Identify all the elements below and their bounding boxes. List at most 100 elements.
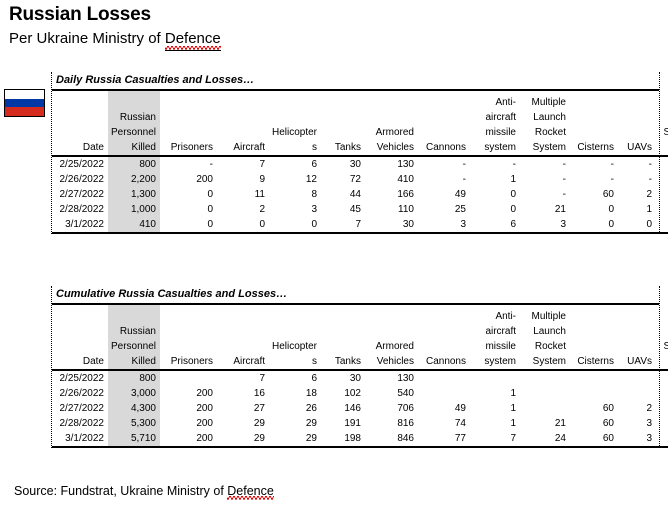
col-header-cisterns: Cisterns [570, 140, 618, 157]
cell-killed: 800 [108, 370, 160, 386]
cell-uavs: 1 [646, 204, 652, 215]
cell-helicopters: 6 [311, 373, 317, 384]
spacer-cell [570, 339, 618, 354]
spacer-cell [321, 305, 365, 324]
cell-prisoners: 200 [196, 388, 213, 399]
cell-aircraft: 11 [254, 189, 265, 200]
cell-tanks: 102 [344, 388, 361, 399]
cell-uavs: 3 [618, 431, 656, 448]
cumulative-header-row-4: Date Killed Prisoners Aircraft s Tanks V… [52, 354, 668, 371]
cell-ships: - [656, 156, 668, 172]
cell-cannons [418, 370, 470, 386]
cell-cisterns: - [610, 174, 614, 185]
spacer-cell [321, 324, 365, 339]
spacer-cell [160, 125, 217, 140]
cell-cannons: 49 [454, 403, 466, 414]
cell-mlrs: - [562, 174, 566, 185]
cell-date: 2/28/2022 [59, 204, 105, 215]
cell-helicopters: 3 [311, 204, 317, 215]
col-header-ships-line2: or Boats [656, 354, 668, 371]
cell-helicopters: 6 [311, 159, 317, 170]
cell-cisterns: 60 [602, 418, 614, 429]
spacer-cell [618, 110, 656, 125]
cell-prisoners: 0 [207, 204, 213, 215]
cell-aircraft: 29 [217, 431, 269, 448]
spacer-cell [160, 339, 217, 354]
spacer-cell [217, 125, 269, 140]
cell-killed: 410 [108, 217, 160, 234]
col-header-killed-line1: Russian [108, 324, 160, 339]
cell-cannons: 49 [454, 189, 466, 200]
col-header-mlrs-line1: Multiple [531, 97, 566, 108]
spacer-cell [52, 91, 108, 110]
spacer-cell [365, 91, 418, 110]
cell-prisoners: 200 [196, 174, 213, 185]
col-header-uavs: UAVs [618, 140, 656, 157]
cell-armored: 110 [398, 204, 414, 215]
cell-prisoners: 0 [207, 189, 213, 200]
cell-ships: 2 [656, 416, 668, 431]
daily-table-frame: Daily Russia Casualties and Losses… Anti… [51, 72, 668, 234]
daily-header-row-2: Russian aircraft Launch [52, 110, 668, 125]
cumulative-header-spacer-row: Anti- Multiple [52, 305, 668, 324]
spacer-cell [418, 339, 470, 354]
cell-date: 2/28/2022 [59, 418, 105, 429]
daily-table-body: 2/25/2022800-7630130-------2/26/20222,20… [52, 156, 668, 234]
cell-aa: 1 [510, 388, 516, 399]
cell-uavs: 2 [646, 189, 652, 200]
cell-date: 3/1/2022 [52, 217, 108, 234]
table-row: 3/1/20224100007303630002 [52, 217, 668, 234]
cell-uavs: 3 [646, 418, 652, 429]
spacer-cell [269, 110, 321, 125]
spacer-cell [656, 324, 668, 339]
col-header-prisoners: Prisoners [160, 354, 217, 371]
cell-cisterns: 60 [570, 431, 618, 448]
col-header-killed-line3: Killed [108, 140, 160, 157]
daily-table-title: Daily Russia Casualties and Losses… [52, 72, 659, 91]
cell-prisoners: 200 [196, 403, 213, 414]
spacer-cell [570, 91, 618, 110]
cell-tanks: 44 [349, 189, 361, 200]
spacer-cell-killed [108, 91, 160, 110]
cell-date: 2/25/2022 [59, 373, 105, 384]
cell-aircraft: 16 [253, 388, 265, 399]
cell-mlrs: - [562, 159, 566, 170]
cell-armored: 706 [397, 403, 414, 414]
cumulative-losses-table: Anti- Multiple Russian aircraft Launch P… [52, 305, 668, 448]
cell-cannons: 3 [418, 217, 470, 234]
spacer-cell [656, 91, 668, 110]
col-header-mlrs-line3: Rocket [534, 127, 566, 138]
cell-mlrs [520, 370, 570, 386]
cell-aa: 7 [470, 431, 520, 448]
spacer-cell [52, 125, 108, 140]
cell-date: 2/27/2022 [59, 189, 105, 200]
spacer-cell [269, 324, 321, 339]
spacer-cell [217, 339, 269, 354]
col-header-aa-line1: Anti- [495, 97, 516, 108]
cell-killed: 2,200 [108, 172, 160, 187]
cell-ships: 0 [656, 202, 668, 217]
cell-killed: 4,300 [108, 401, 160, 416]
spacer-cell [418, 305, 470, 324]
cell-aa: 1 [510, 418, 516, 429]
cell-armored: 816 [397, 418, 414, 429]
cell-date: 2/26/2022 [59, 388, 105, 399]
spacer-cell [618, 324, 656, 339]
spacer-cell [160, 305, 217, 324]
cell-prisoners [160, 370, 217, 386]
col-header-mlrs-line1: Multiple [531, 311, 566, 322]
cell-prisoners: 200 [196, 418, 213, 429]
cell-armored: 846 [365, 431, 418, 448]
spacer-cell [570, 110, 618, 125]
cell-cannons: 25 [454, 204, 466, 215]
col-header-helicopter-line2: s [269, 140, 321, 157]
cell-ships: 2 [656, 401, 668, 416]
spacer-cell [269, 305, 321, 324]
cell-tanks: 198 [321, 431, 365, 448]
cell-mlrs [520, 401, 570, 416]
cell-helicopters: 29 [305, 418, 317, 429]
